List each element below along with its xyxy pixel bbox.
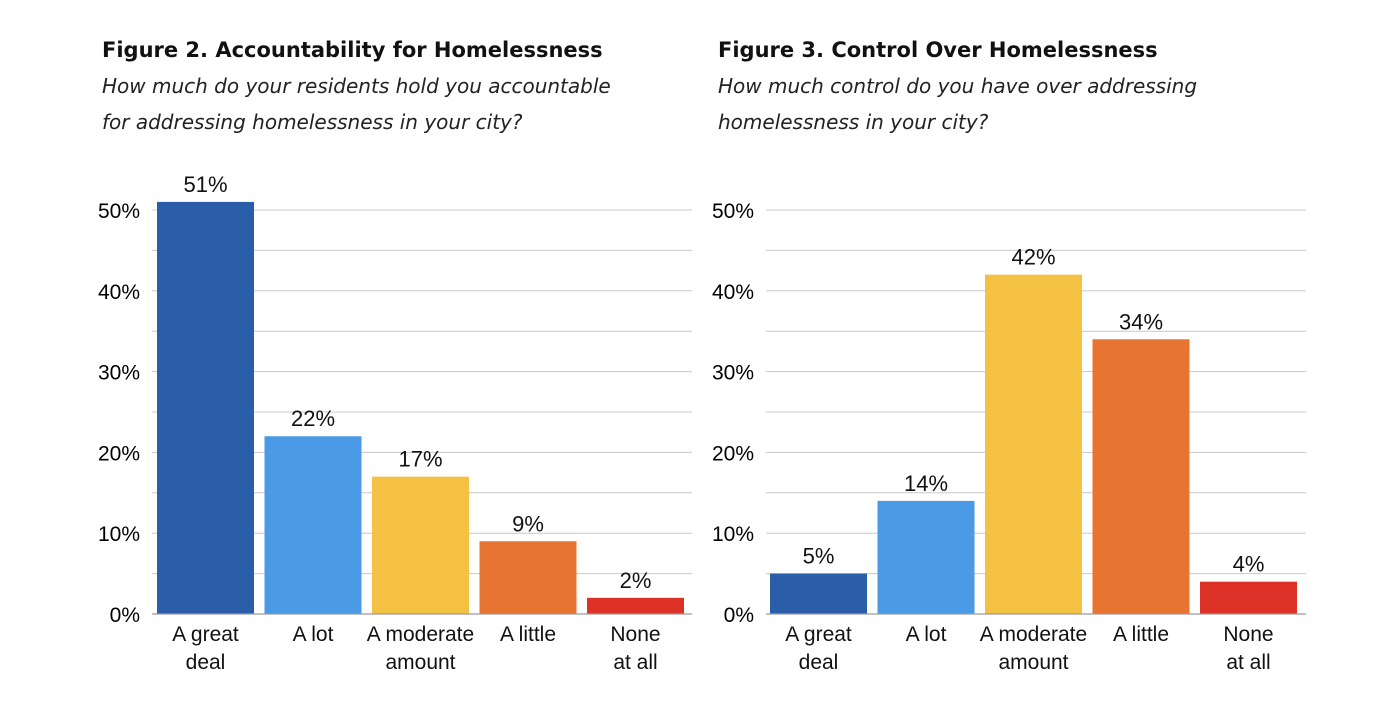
y-tick-label: 40% (712, 281, 754, 304)
figure-accountability: Figure 2. Accountability for Homelessnes… (102, 0, 752, 706)
y-tick-label: 0% (724, 604, 754, 627)
y-tick-label: 30% (98, 362, 140, 385)
data-label: 34% (1119, 309, 1163, 334)
y-tick-label: 20% (98, 442, 140, 465)
bar (877, 500, 975, 614)
data-label: 2% (620, 568, 652, 593)
x-tick-label: A great (785, 623, 852, 646)
data-label: 22% (291, 406, 335, 431)
chart-title: Figure 3. Control Over Homelessness (718, 38, 1158, 62)
bar (770, 573, 867, 614)
figure-control: Figure 3. Control Over Homelessness How … (718, 0, 1368, 706)
chart-subtitle-line-2: homelessness in your city? (718, 110, 989, 134)
y-tick-label: 50% (712, 200, 754, 223)
x-tick-label: at all (613, 651, 657, 674)
x-tick-label: deal (799, 651, 839, 674)
bar (1200, 581, 1297, 614)
y-tick-label: 30% (712, 362, 754, 385)
x-tick-label: A moderate (367, 623, 474, 646)
data-label: 9% (512, 511, 544, 536)
bar (372, 476, 469, 614)
y-tick-label: 10% (712, 523, 754, 546)
chart-subtitle-line-1: How much control do you have over addres… (718, 74, 1198, 98)
x-tick-label: at all (1226, 651, 1270, 674)
chart-subtitle-line-1: How much do your residents hold you acco… (102, 74, 611, 98)
chart-1: 0% 10% 20% 30% 40% 50% 51% A great deal 22% A lot 1… (98, 172, 692, 674)
x-tick-label: A great (172, 623, 239, 646)
data-label: 4% (1233, 552, 1265, 577)
bar (479, 541, 577, 614)
data-label: 14% (904, 471, 948, 496)
x-tick-label: A moderate (980, 623, 1087, 646)
data-label: 17% (398, 447, 442, 472)
y-tick-label: 10% (98, 523, 140, 546)
y-tick-label: 0% (110, 604, 140, 627)
y-tick-label: 40% (98, 281, 140, 304)
x-tick-label: None (610, 623, 660, 646)
bar (1092, 339, 1190, 614)
bar (157, 201, 254, 615)
x-tick-label: None (1223, 623, 1273, 646)
bar (587, 597, 684, 614)
data-label: 42% (1011, 245, 1055, 270)
data-label: 51% (183, 172, 227, 197)
chart-2: 0% 10% 20% 30% 40% 50% 5% A great deal 14% A lot 42… (712, 200, 1306, 674)
x-tick-label: amount (998, 651, 1068, 674)
y-tick-label: 20% (712, 442, 754, 465)
x-tick-label: amount (385, 651, 455, 674)
x-tick-label: A lot (906, 623, 947, 646)
chart-title: Figure 2. Accountability for Homelessnes… (102, 38, 603, 62)
x-tick-label: A lot (293, 623, 334, 646)
chart-subtitle-line-2: for addressing homelessness in your city… (102, 110, 523, 134)
bar (264, 436, 362, 614)
y-tick-label: 50% (98, 200, 140, 223)
x-tick-label: deal (186, 651, 226, 674)
x-tick-label: A little (500, 623, 556, 646)
bar (985, 274, 1082, 614)
data-label: 5% (803, 544, 835, 569)
x-tick-label: A little (1113, 623, 1169, 646)
